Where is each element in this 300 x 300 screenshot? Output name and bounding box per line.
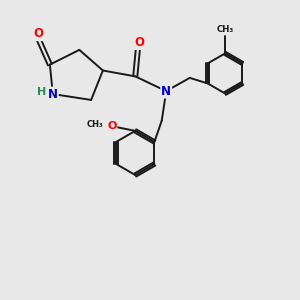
Text: O: O — [135, 36, 145, 49]
Text: N: N — [161, 85, 171, 98]
Text: O: O — [107, 122, 116, 131]
Text: H: H — [37, 87, 46, 97]
Text: CH₃: CH₃ — [217, 25, 234, 34]
Text: CH₃: CH₃ — [87, 121, 103, 130]
Text: O: O — [33, 27, 43, 40]
Text: N: N — [48, 88, 58, 100]
